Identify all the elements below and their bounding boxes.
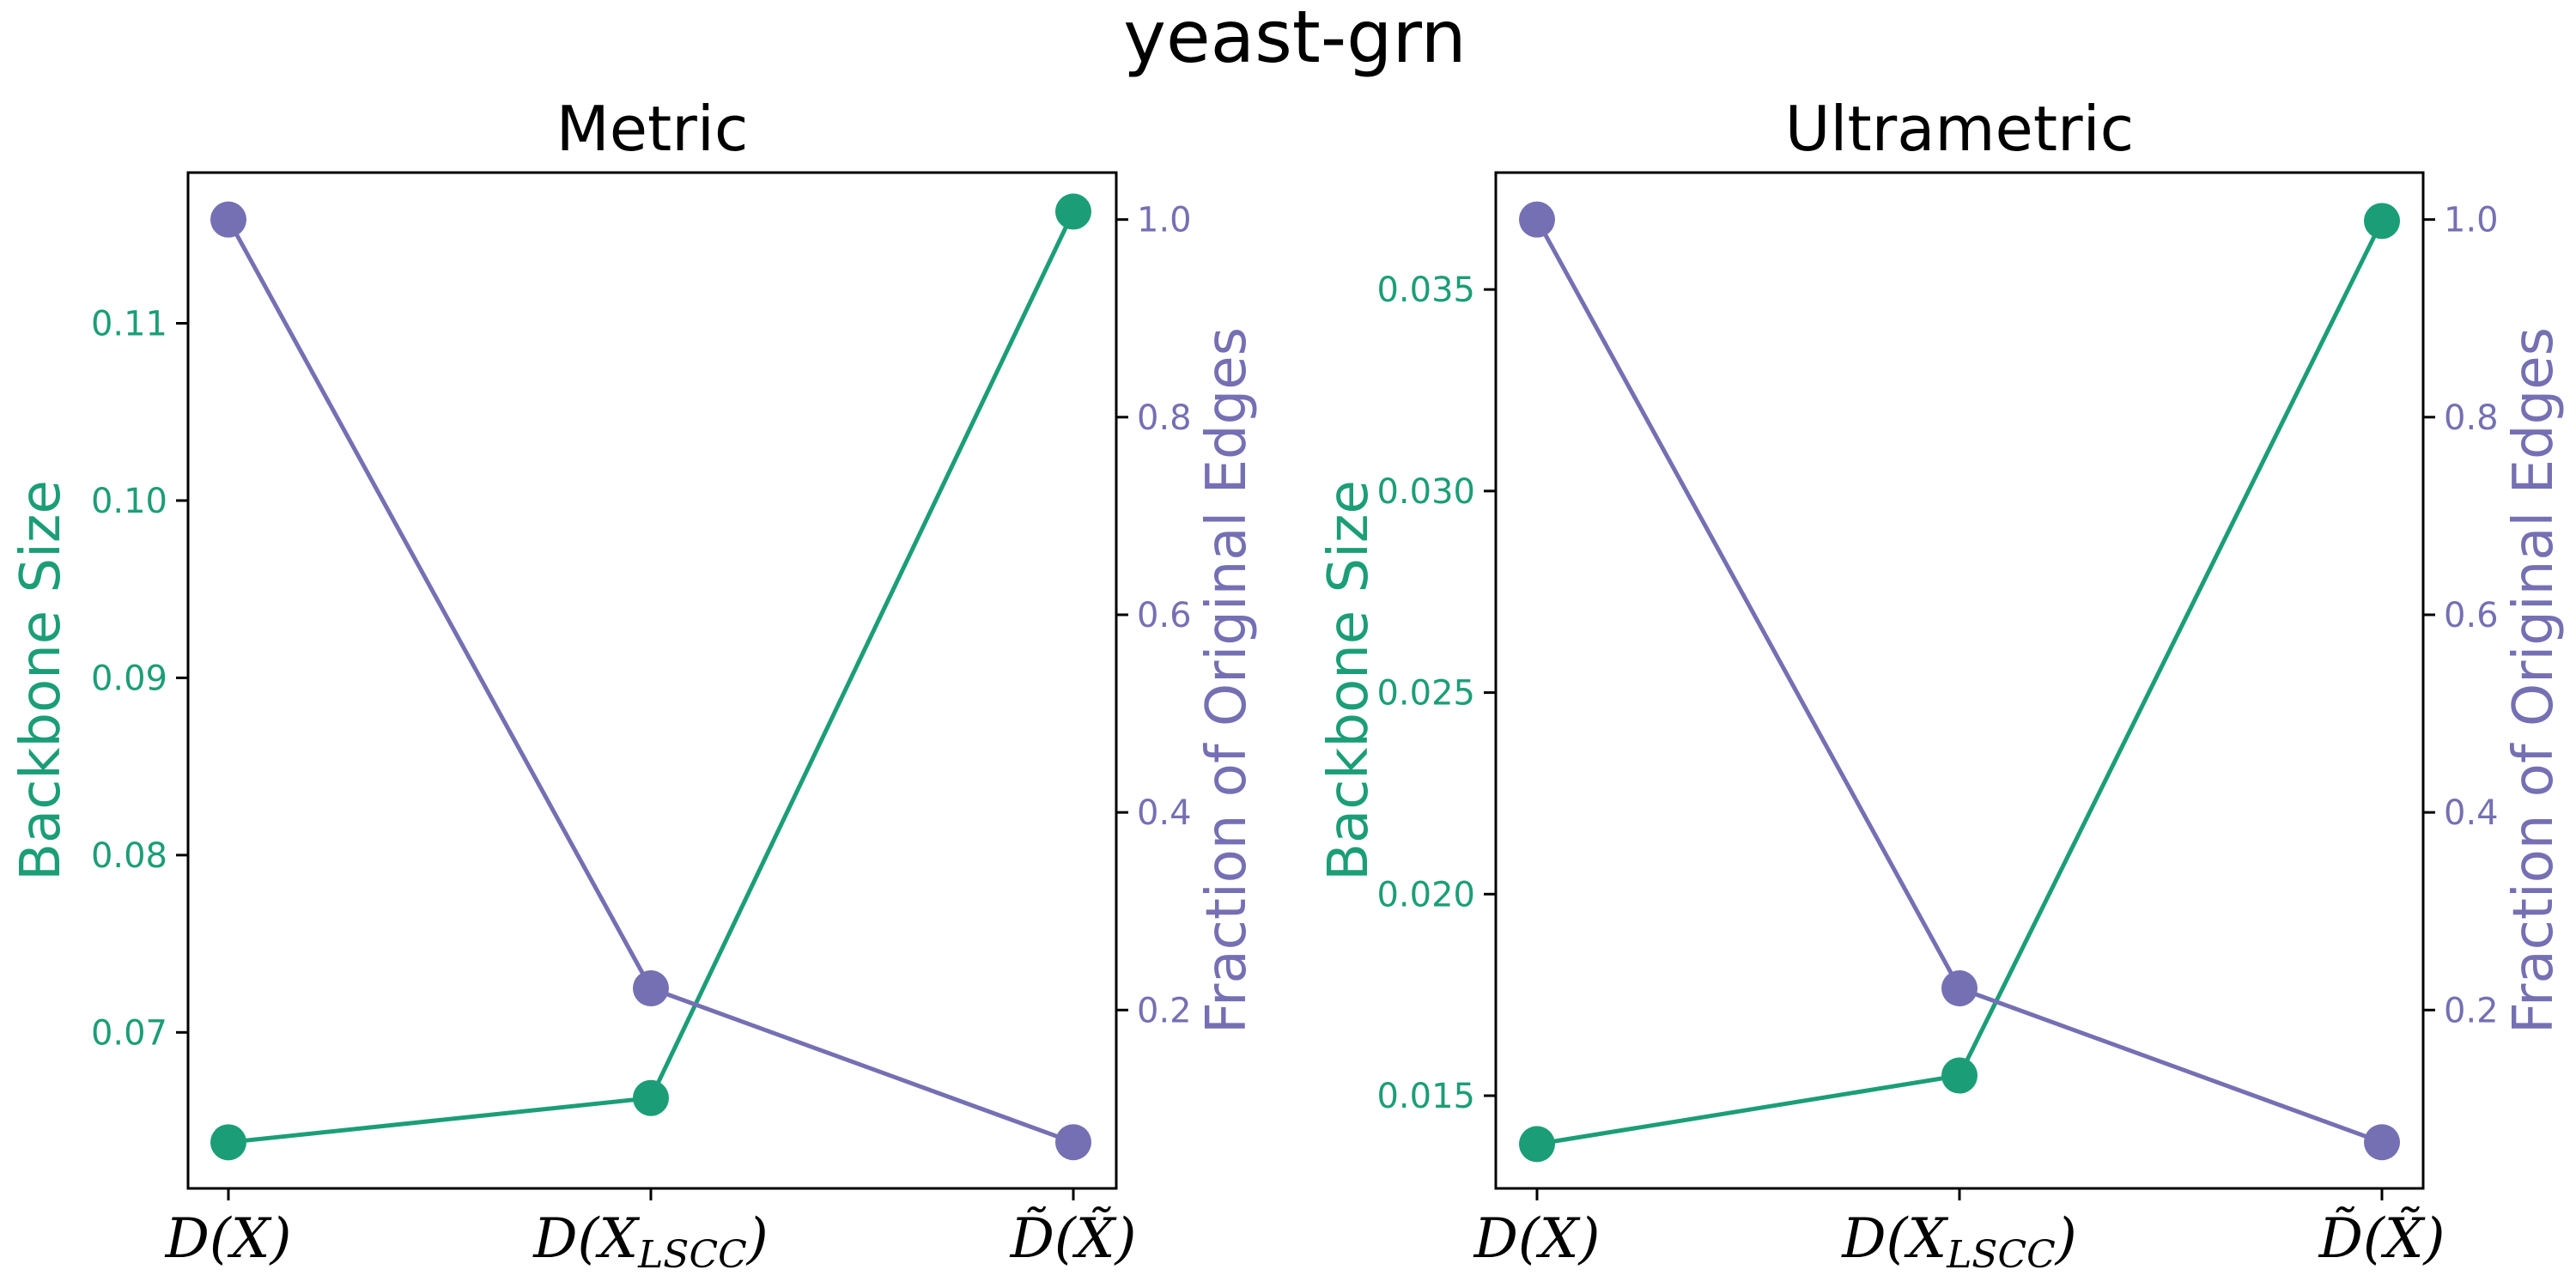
fraction-edges-point bbox=[633, 969, 669, 1006]
fraction-edges-point bbox=[1519, 201, 1555, 238]
panel-title: Ultrametric bbox=[1785, 93, 2135, 165]
right-tick-label: 0.4 bbox=[1137, 793, 1192, 833]
right-tick-label: 0.6 bbox=[1137, 596, 1192, 635]
panel-title: Metric bbox=[556, 93, 749, 165]
right-axis-label: Fraction of Original Edges bbox=[1195, 327, 1259, 1034]
backbone-size-point bbox=[1519, 1126, 1555, 1163]
x-tick-label: D(X) bbox=[165, 1207, 292, 1271]
backbone-size-point bbox=[1055, 193, 1091, 230]
fraction-edges-point bbox=[1055, 1124, 1091, 1161]
x-tick-label: D(X) bbox=[1473, 1207, 1601, 1271]
x-tick-label: D̃(X̃) bbox=[1010, 1206, 1137, 1271]
left-axis-label: Backbone Size bbox=[1317, 480, 1381, 881]
left-tick-label: 0.025 bbox=[1376, 674, 1475, 714]
left-axis-label: Backbone Size bbox=[9, 480, 73, 881]
fraction-edges-point bbox=[210, 201, 246, 238]
plot-frame bbox=[186, 171, 1118, 1190]
right-tick-label: 0.8 bbox=[2444, 398, 2499, 438]
plot-frame bbox=[1494, 171, 2425, 1190]
x-tick-label: D̃(X̃) bbox=[2318, 1206, 2445, 1271]
right-tick-label: 0.2 bbox=[2444, 991, 2499, 1030]
left-tick-label: 0.08 bbox=[91, 836, 167, 876]
left-tick-label: 0.035 bbox=[1376, 270, 1475, 310]
left-tick-label: 0.030 bbox=[1376, 472, 1475, 512]
panel-metric: Metric 0.07 0.08 0.09 0.10 0.11 0.2 0.4 0.6 0.8 1.… bbox=[9, 93, 1259, 1277]
x-tick-label: D(XLSCC) bbox=[532, 1207, 769, 1277]
left-tick-label: 0.11 bbox=[91, 304, 167, 343]
left-tick-label: 0.07 bbox=[91, 1013, 167, 1053]
figure-title: yeast-grn bbox=[1123, 0, 1467, 79]
left-tick-label: 0.09 bbox=[91, 659, 167, 698]
left-tick-label: 0.015 bbox=[1376, 1077, 1475, 1116]
right-tick-label: 0.8 bbox=[1137, 398, 1192, 438]
right-tick-label: 1.0 bbox=[2444, 201, 2499, 240]
left-tick-label: 0.020 bbox=[1376, 875, 1475, 914]
backbone-size-point bbox=[2364, 203, 2400, 240]
right-tick-label: 0.6 bbox=[2444, 596, 2499, 635]
left-tick-label: 0.10 bbox=[91, 482, 167, 521]
x-tick-label: D(XLSCC) bbox=[1841, 1207, 2077, 1277]
panel-ultrametric: Ultrametric 0.015 0.020 0.025 0.030 0.035 0.2 0… bbox=[1317, 93, 2566, 1277]
backbone-size-point bbox=[633, 1079, 669, 1116]
right-tick-label: 1.0 bbox=[1137, 201, 1192, 240]
fraction-edges-point bbox=[1941, 969, 1978, 1006]
right-tick-label: 0.2 bbox=[1137, 991, 1192, 1030]
right-tick-label: 0.4 bbox=[2444, 793, 2499, 833]
backbone-size-point bbox=[210, 1124, 246, 1161]
right-axis-label: Fraction of Original Edges bbox=[2502, 327, 2566, 1034]
fraction-edges-point bbox=[2364, 1124, 2400, 1161]
backbone-size-point bbox=[1941, 1057, 1978, 1094]
